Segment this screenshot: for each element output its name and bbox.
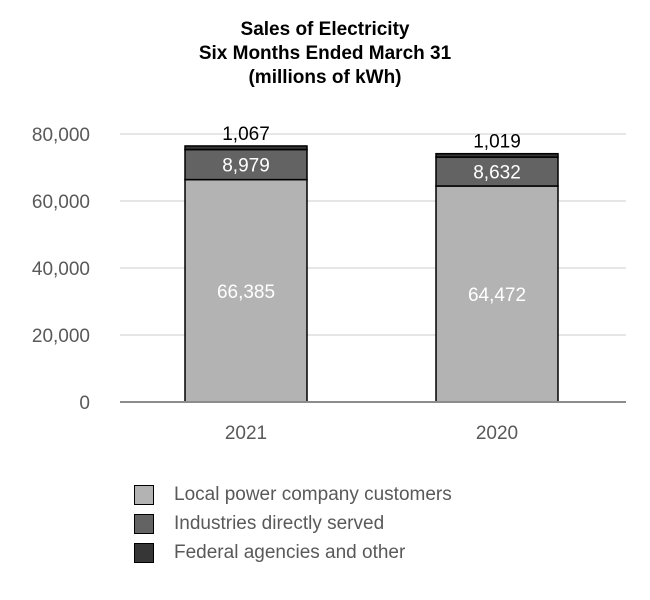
chart-title-line-2: Six Months Ended March 31 bbox=[198, 43, 452, 64]
data-label-2020-0: 64,472 bbox=[468, 285, 526, 306]
chart-title: Sales of Electricity Six Months Ended Ma… bbox=[0, 18, 650, 90]
stacked-bar-chart: 0 20,000 40,000 60,000 80,000 66,385 8,979 1,06… bbox=[32, 124, 626, 444]
legend-item-federal: Federal agencies and other bbox=[134, 538, 452, 567]
bar-2020-1 bbox=[435, 156, 559, 187]
bar-2021-1 bbox=[184, 148, 308, 181]
data-label-2020-1: 8,632 bbox=[473, 163, 521, 184]
legend-swatch-local-power bbox=[134, 484, 154, 505]
chart-title-line-3: (millions of kWh) bbox=[248, 67, 402, 88]
bar-2021-0 bbox=[184, 178, 308, 403]
data-label-2021-2: 1,067 bbox=[222, 124, 270, 145]
legend-swatch-federal bbox=[134, 542, 154, 563]
legend: Local power company customers Industries… bbox=[134, 480, 452, 567]
bar-2021-2 bbox=[184, 145, 308, 151]
y-tick-label-0: 0 bbox=[79, 393, 90, 414]
data-label-2021-1: 8,979 bbox=[222, 156, 270, 177]
legend-item-industries: Industries directly served bbox=[134, 509, 452, 538]
y-tick-label-4: 80,000 bbox=[32, 125, 90, 146]
y-tick-label-1: 20,000 bbox=[32, 326, 90, 347]
legend-label-local-power: Local power company customers bbox=[174, 483, 452, 505]
y-tick-label-2: 40,000 bbox=[32, 259, 90, 280]
bar-2020-2 bbox=[435, 152, 559, 158]
data-label-2020-2: 1,019 bbox=[473, 132, 521, 153]
legend-item-local-power: Local power company customers bbox=[134, 480, 452, 509]
legend-swatch-industries bbox=[134, 513, 154, 534]
legend-label-federal: Federal agencies and other bbox=[174, 541, 406, 563]
legend-label-industries: Industries directly served bbox=[174, 512, 385, 534]
x-tick-label-0: 2021 bbox=[225, 423, 267, 444]
chart-title-line-1: Sales of Electricity bbox=[240, 19, 410, 40]
data-label-2021-0: 66,385 bbox=[217, 282, 275, 303]
y-tick-label-3: 60,000 bbox=[32, 192, 90, 213]
x-tick-label-1: 2020 bbox=[476, 423, 518, 444]
